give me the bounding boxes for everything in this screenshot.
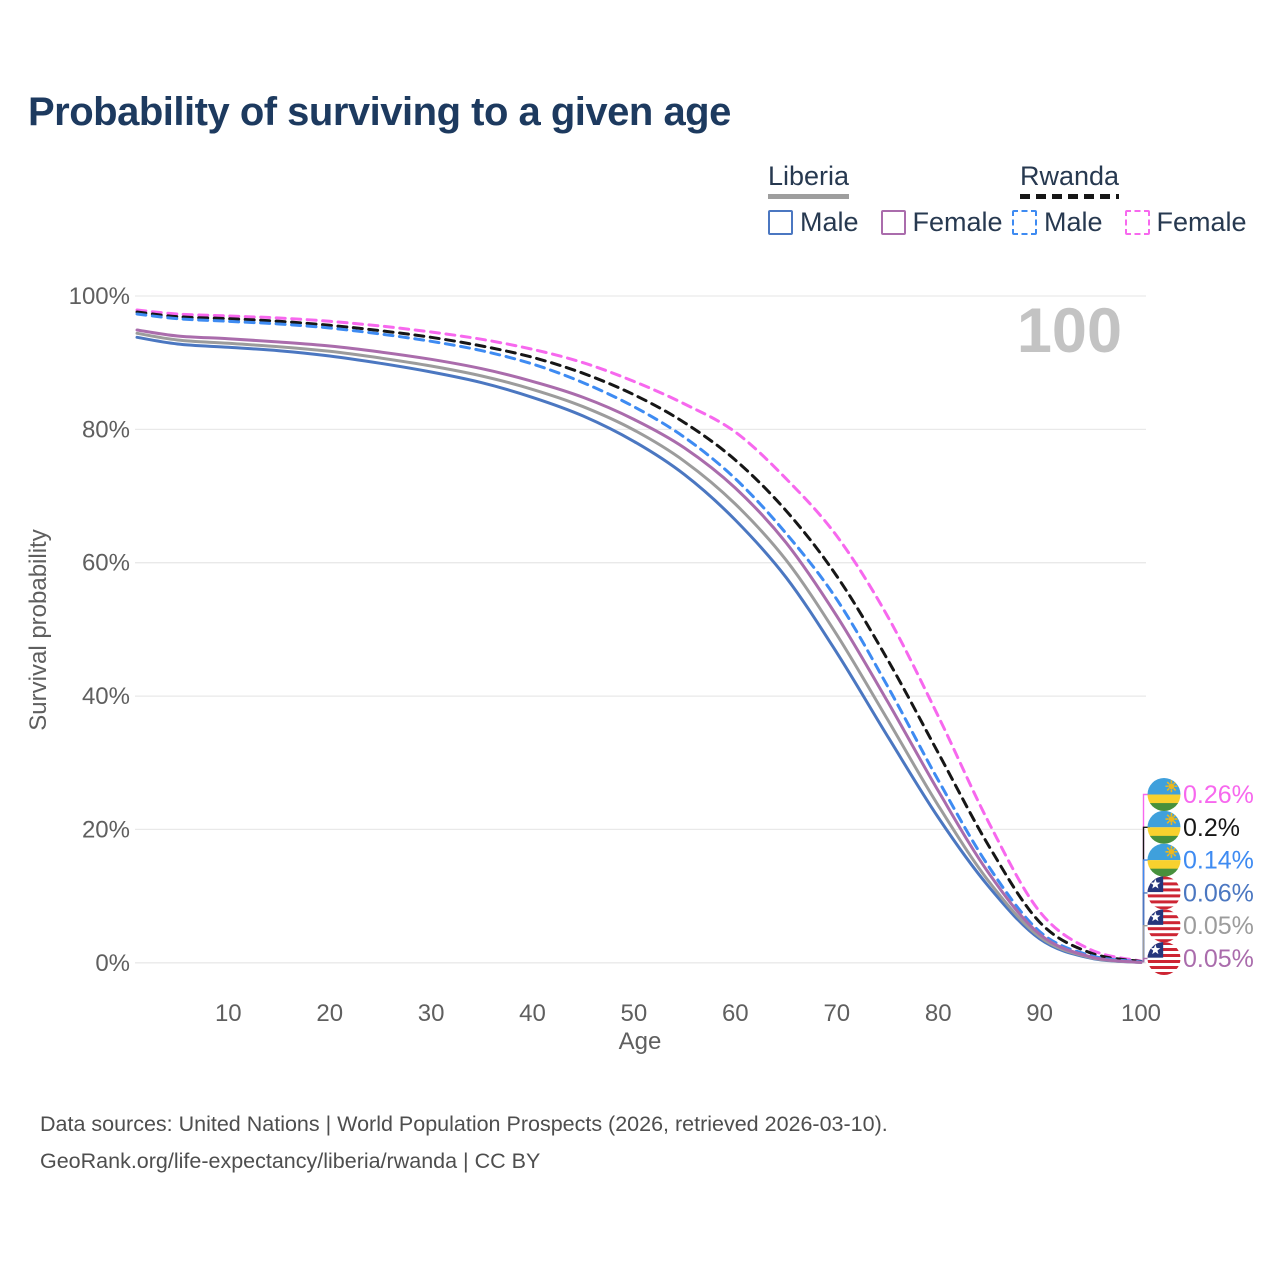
rwanda-male-checkbox-icon: [1012, 210, 1037, 235]
end-label-liberia-total[interactable]: 0.05%: [1142, 909, 1254, 963]
x-tick-label: 60: [722, 1000, 749, 1027]
series-line-liberia-male[interactable]: [135, 335, 1143, 964]
x-tick-label: 100: [1121, 1000, 1161, 1027]
y-tick-label: 40%: [82, 683, 130, 710]
liberia-male-checkbox-icon: [768, 210, 793, 235]
leader-line: [1142, 859, 1150, 962]
series-line-liberia-total[interactable]: [135, 331, 1143, 964]
liberia-flag-icon: [1147, 942, 1181, 975]
liberia-flag-icon: [1147, 876, 1181, 910]
series-line-liberia-female[interactable]: [135, 328, 1143, 964]
legend-item-label: Female: [1156, 207, 1247, 237]
legend-item-label: Female: [912, 207, 1003, 237]
x-axis-title: Age: [619, 1028, 662, 1055]
series-line-rwanda-male[interactable]: [135, 312, 1143, 964]
end-labels: 0.26% 0.2% 0.14% 0.06% 0.05% 0.05%: [1142, 778, 1254, 975]
legend-toggle-liberia-female[interactable]: Female: [880, 207, 1003, 238]
leader-line: [1142, 793, 1150, 962]
y-tick-label: 0%: [95, 950, 130, 977]
x-tick-label: 10: [215, 1000, 242, 1027]
x-tick-label: 20: [316, 1000, 343, 1027]
legend-items-rwanda: Male Female: [1012, 207, 1247, 238]
legend-group-rwanda: Rwanda Male Female: [1012, 161, 1247, 238]
x-tick-label: 70: [823, 1000, 850, 1027]
legend-country-label: Rwanda: [1020, 161, 1120, 191]
end-label-value: 0.06%: [1183, 879, 1254, 907]
end-label-value: 0.26%: [1183, 781, 1254, 809]
legend-country-rwanda[interactable]: Rwanda: [1020, 161, 1120, 199]
age-counter: 100: [1016, 296, 1122, 366]
rwanda-total-line-swatch: [1020, 194, 1120, 199]
data-sources-line: Data sources: United Nations | World Pop…: [40, 1112, 888, 1136]
end-label-value: 0.05%: [1183, 912, 1254, 940]
end-label-liberia-male[interactable]: 0.06%: [1142, 876, 1254, 963]
gridlines: [135, 295, 1146, 964]
rwanda-flag-icon: [1147, 778, 1181, 811]
legend-items-liberia: Male Female: [768, 207, 1003, 238]
legend-group-liberia: Liberia Male Female: [768, 161, 1003, 238]
end-label-liberia-female[interactable]: 0.05%: [1142, 942, 1254, 975]
series-line-rwanda-female[interactable]: [135, 308, 1143, 963]
axes: 100% 80% 60% 40% 20% 0% 10 20 30 40 50 60 70 80 90 100 A…: [25, 283, 1161, 1055]
x-tick-label: 50: [621, 1000, 648, 1027]
liberia-female-checkbox-icon: [880, 210, 906, 235]
series-lines: [135, 308, 1143, 964]
legend-toggle-rwanda-female[interactable]: Female: [1124, 207, 1247, 238]
x-tick-label: 40: [519, 1000, 546, 1027]
rwanda-female-checkbox-icon: [1124, 210, 1150, 235]
page-title: Probability of surviving to a given age: [28, 90, 731, 134]
legend-country-liberia[interactable]: Liberia: [768, 161, 850, 199]
liberia-total-line-swatch: [768, 194, 850, 199]
legend-toggle-rwanda-male[interactable]: Male: [1012, 207, 1103, 238]
liberia-flag-icon: [1147, 909, 1181, 943]
rwanda-flag-icon: [1147, 843, 1181, 877]
y-axis-title: Survival probability: [25, 529, 52, 730]
x-tick-label: 80: [925, 1000, 952, 1027]
end-label-value: 0.2%: [1183, 814, 1240, 842]
attribution-line: GeoRank.org/life-expectancy/liberia/rwan…: [40, 1149, 541, 1173]
y-tick-label: 100%: [69, 283, 130, 310]
x-tick-label: 90: [1026, 1000, 1053, 1027]
chart-footer: Data sources: United Nations | World Pop…: [40, 1106, 888, 1180]
legend-country-label: Liberia: [768, 161, 850, 191]
legend-item-label: Male: [1044, 207, 1103, 237]
x-tick-label: 30: [418, 1000, 445, 1027]
rwanda-flag-icon: [1147, 810, 1181, 844]
legend-toggle-liberia-male[interactable]: Male: [768, 207, 859, 238]
y-tick-label: 20%: [82, 816, 130, 843]
y-tick-label: 80%: [82, 416, 130, 443]
series-line-rwanda-total[interactable]: [135, 310, 1143, 963]
legend-item-label: Male: [800, 207, 859, 237]
end-label-value: 0.05%: [1183, 945, 1254, 973]
y-tick-label: 60%: [82, 550, 130, 577]
end-label-value: 0.14%: [1183, 847, 1254, 875]
